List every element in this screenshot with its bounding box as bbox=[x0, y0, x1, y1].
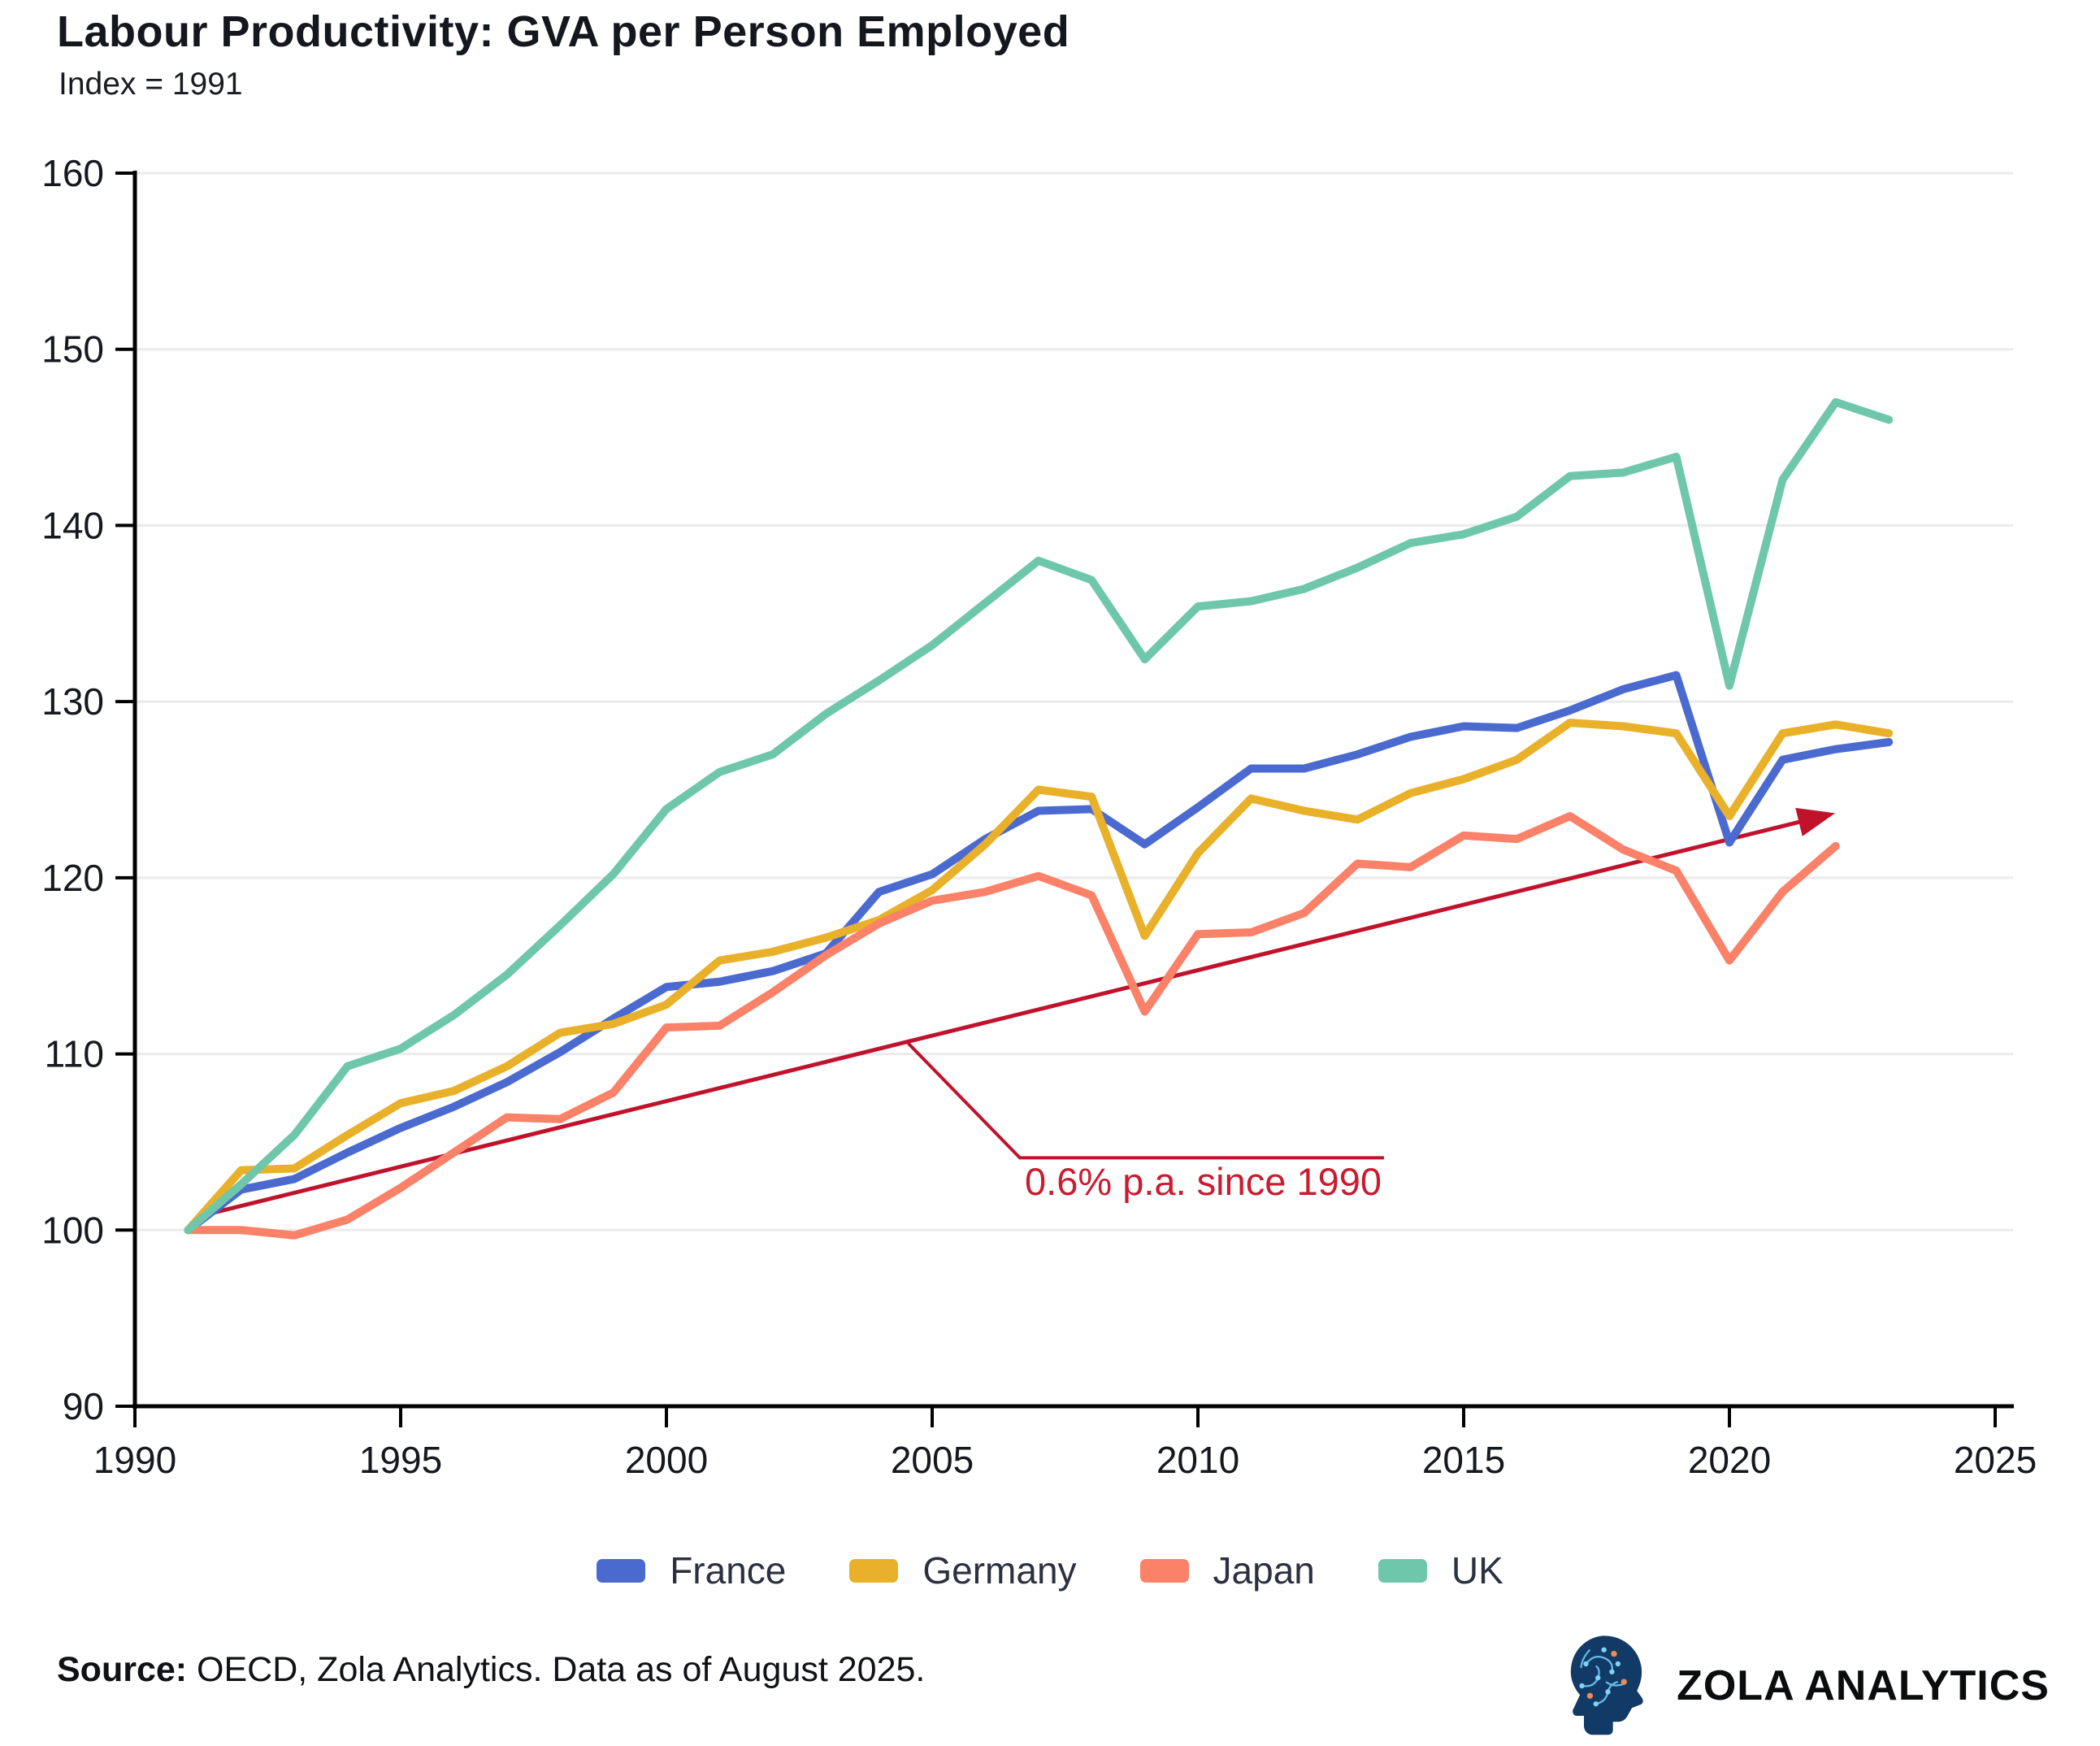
annotation-label: 0.6% p.a. since 1990 bbox=[1025, 1160, 1382, 1203]
legend-swatch-germany bbox=[849, 1558, 899, 1583]
legend: France Germany Japan UK bbox=[0, 1541, 2100, 1600]
legend-item-france: France bbox=[597, 1548, 786, 1592]
x-tick-label-1995: 1995 bbox=[359, 1439, 442, 1481]
x-tick-label-2005: 2005 bbox=[891, 1439, 974, 1481]
y-tick-label-130: 130 bbox=[41, 680, 104, 723]
legend-label-japan: Japan bbox=[1213, 1549, 1315, 1592]
legend-swatch-japan bbox=[1139, 1558, 1189, 1583]
zola-logo-icon bbox=[1570, 1635, 1643, 1735]
legend-label-france: France bbox=[670, 1549, 787, 1592]
legend-label-germany: Germany bbox=[922, 1549, 1077, 1592]
legend-item-japan: Japan bbox=[1139, 1548, 1315, 1592]
zola-brand-text: ZOLA ANALYTICS bbox=[1677, 1662, 2050, 1709]
y-tick-label-160: 160 bbox=[41, 152, 104, 194]
x-tick-label-1990: 1990 bbox=[93, 1439, 176, 1481]
annotation-leader-line bbox=[907, 1042, 1384, 1160]
y-tick-label-100: 100 bbox=[41, 1209, 104, 1251]
x-tick-label-2020: 2020 bbox=[1688, 1439, 1771, 1481]
series-line-france bbox=[184, 671, 1894, 1235]
legend-swatch-uk bbox=[1378, 1558, 1427, 1583]
x-tick-label-2015: 2015 bbox=[1422, 1439, 1505, 1481]
y-tick-label-90: 90 bbox=[63, 1385, 104, 1427]
source-label: Source: bbox=[57, 1650, 188, 1689]
source-note: Source: OECD, Zola Analytics. Data as of… bbox=[57, 1650, 925, 1690]
legend-label-uk: UK bbox=[1451, 1549, 1503, 1592]
y-tick-label-150: 150 bbox=[41, 328, 104, 371]
brand-footer: ZOLA ANALYTICS bbox=[1564, 1632, 2050, 1739]
page-title: Labour Productivity: GVA per Person Empl… bbox=[57, 7, 1070, 56]
series-line-uk bbox=[184, 397, 1894, 1235]
y-tick-label-110: 110 bbox=[45, 1033, 104, 1075]
trend-arrow-line bbox=[214, 807, 1836, 1215]
source-text: OECD, Zola Analytics. Data as of August … bbox=[187, 1650, 926, 1689]
x-tick-label-2025: 2025 bbox=[1954, 1439, 2037, 1481]
y-tick-label-140: 140 bbox=[41, 504, 104, 546]
page-subtitle: Index = 1991 bbox=[59, 67, 243, 102]
series-line-japan bbox=[184, 812, 1840, 1240]
legend-swatch-france bbox=[597, 1558, 646, 1583]
series-line-germany bbox=[184, 719, 1894, 1235]
x-tick-label-2000: 2000 bbox=[625, 1439, 708, 1481]
x-tick-label-2010: 2010 bbox=[1156, 1439, 1239, 1481]
legend-item-germany: Germany bbox=[849, 1548, 1077, 1592]
y-tick-label-120: 120 bbox=[41, 857, 104, 899]
legend-item-uk: UK bbox=[1378, 1548, 1503, 1592]
